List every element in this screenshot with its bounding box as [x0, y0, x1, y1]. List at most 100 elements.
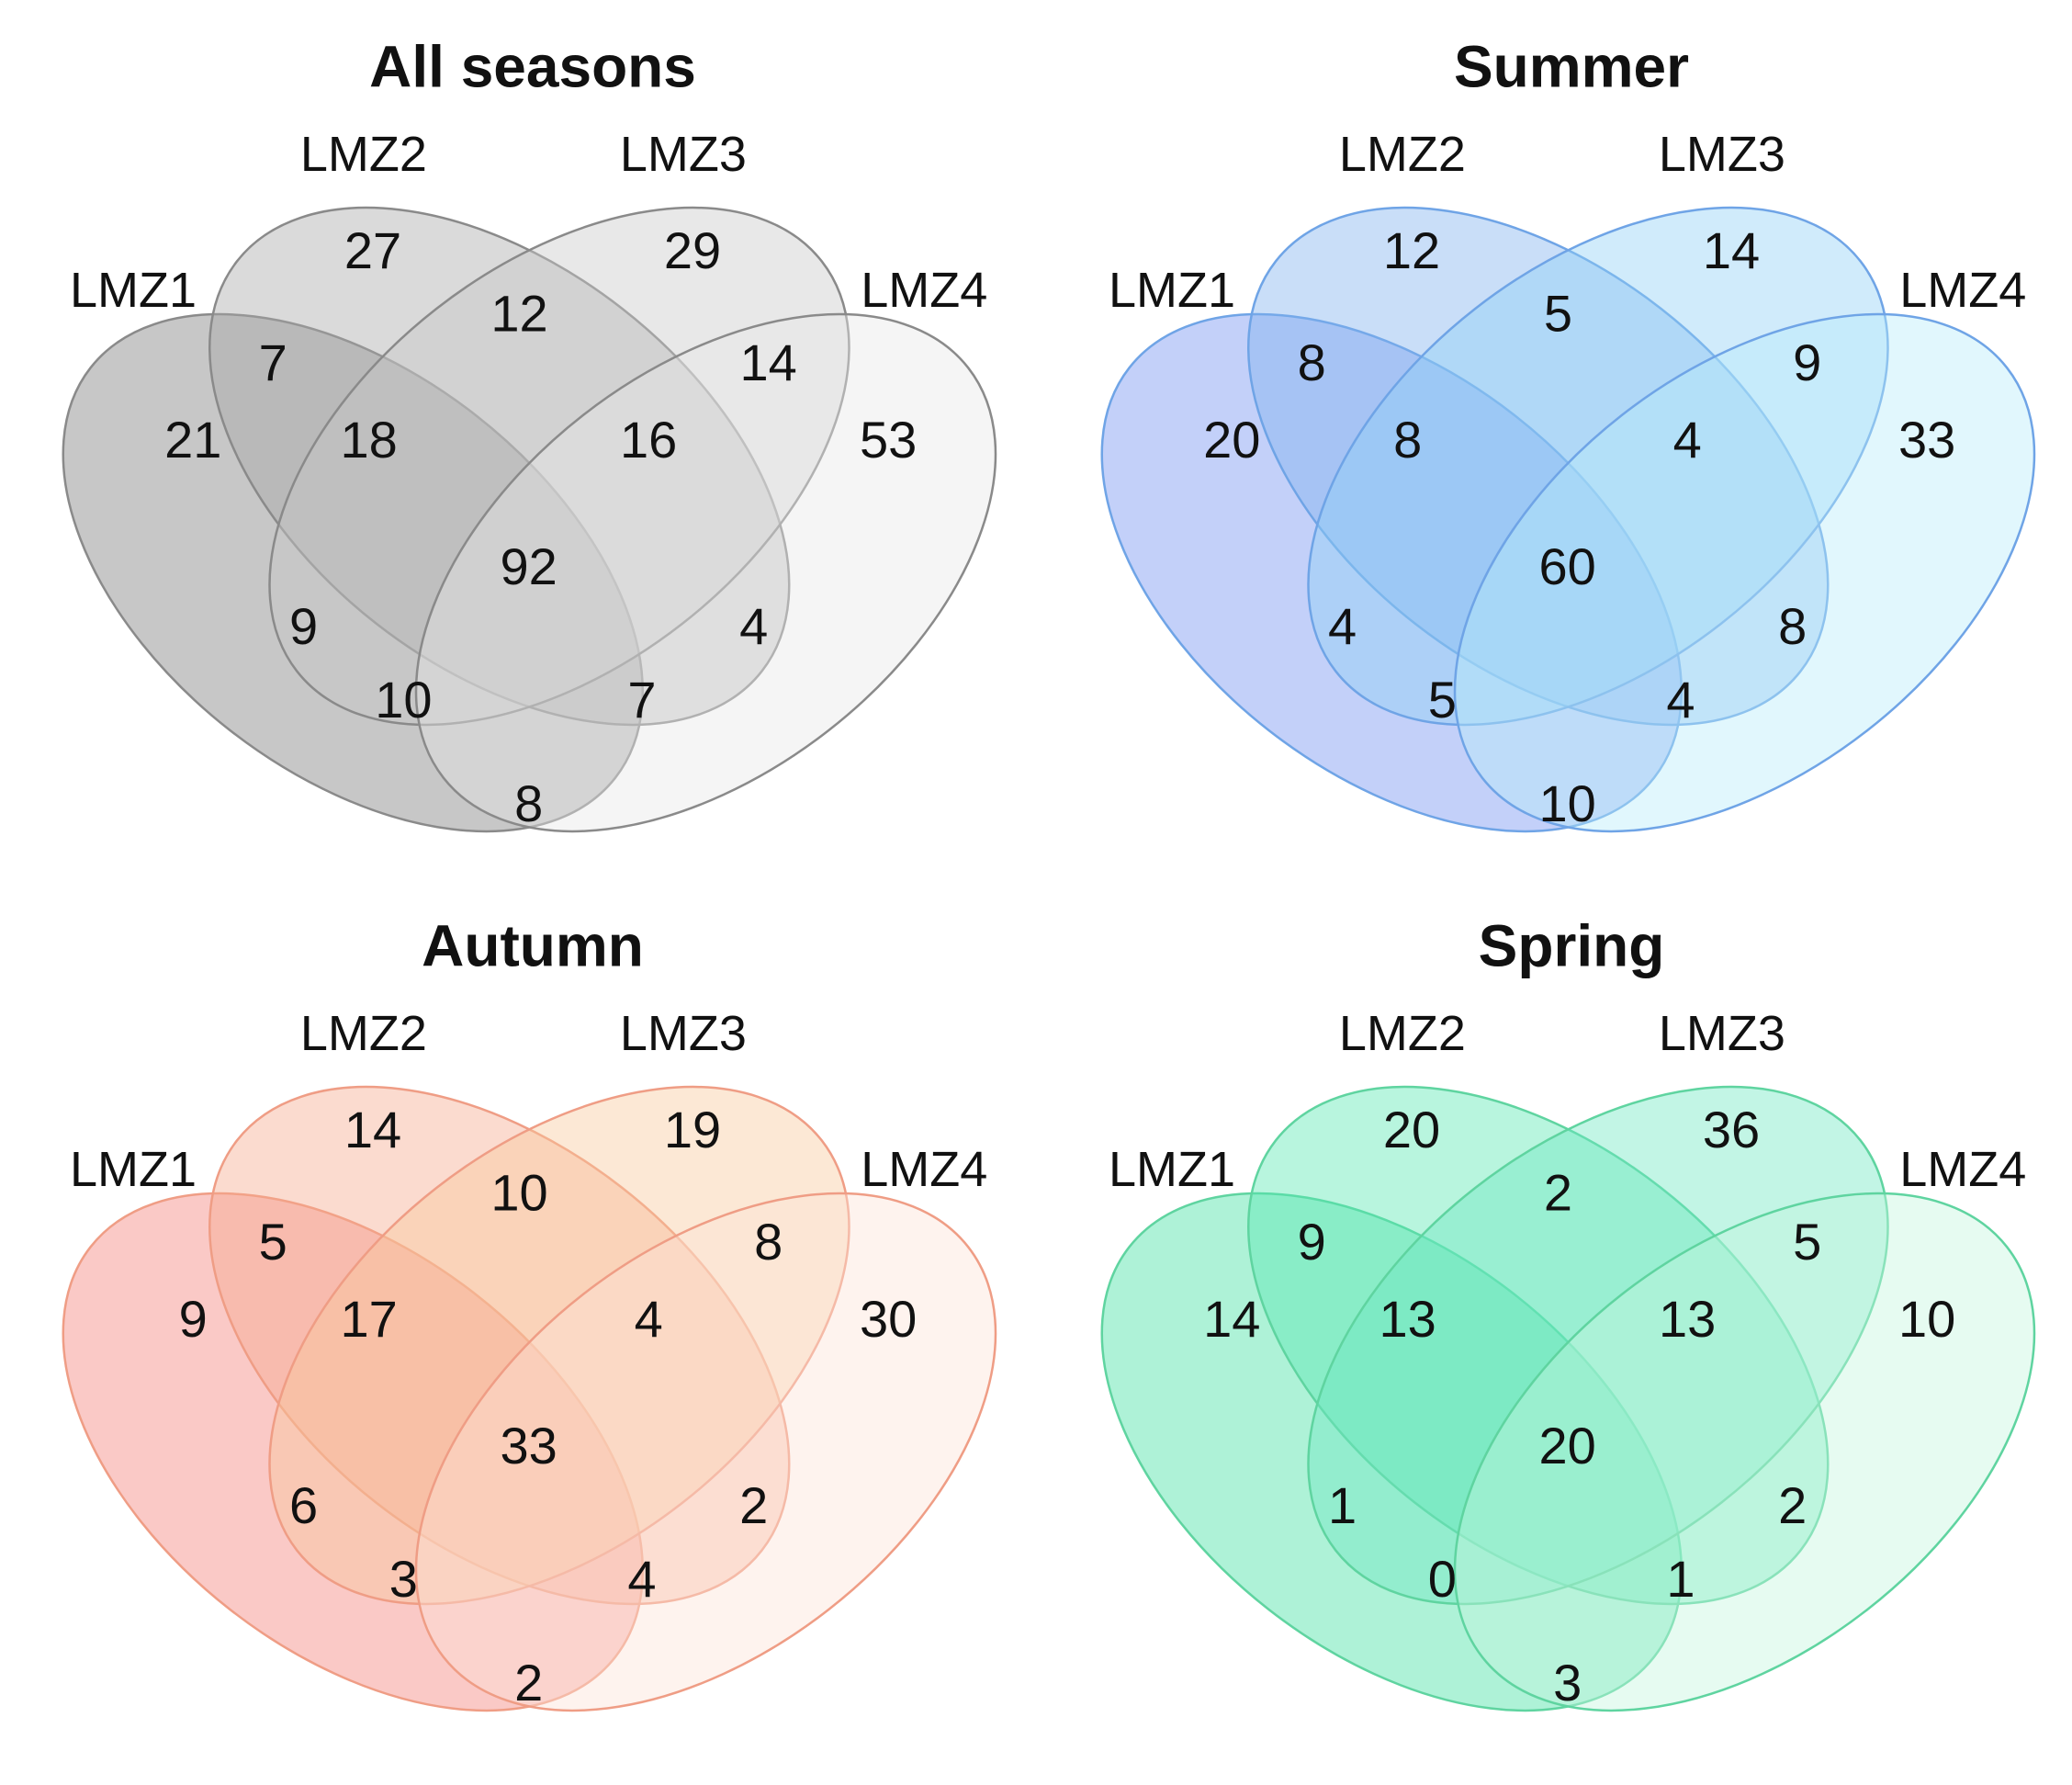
venn-set-lmz3-ellipse — [268, 206, 850, 727]
venn-panel-summer: Summer LMZ1 LMZ2 LMZ3 LMZ4 20 12 14 33 8 5 9 4 8 10 8 4 5… — [1100, 34, 2036, 833]
region-count-lmz1-only: 14 — [1203, 1290, 1260, 1348]
venn-set-lmz2-ellipse — [1247, 1085, 1830, 1606]
region-count-lmz2-only: 14 — [344, 1101, 401, 1158]
venn-set-lmz1-ellipse — [1100, 1192, 1683, 1712]
region-count-lmz1-lmz2-lmz3: 17 — [341, 1290, 398, 1348]
venn-panel-autumn: Autumn LMZ1 LMZ2 LMZ3 LMZ4 9 14 19 30 5 10 8 6 2 2 17 4 3… — [62, 913, 997, 1712]
set-label-lmz3: LMZ3 — [1659, 1006, 1785, 1061]
panel-title: Autumn — [422, 913, 644, 979]
set-label-lmz1: LMZ1 — [1109, 1142, 1235, 1197]
region-count-lmz2-lmz3-lmz4: 4 — [1673, 411, 1702, 469]
region-count-lmz1-only: 9 — [179, 1290, 208, 1348]
venn-set-lmz4-ellipse — [1453, 1192, 2036, 1712]
region-count-lmz2-lmz3: 2 — [1544, 1163, 1572, 1221]
region-count-lmz3-lmz4: 8 — [754, 1213, 783, 1271]
region-count-all: 60 — [1539, 537, 1596, 595]
panel-title: Spring — [1479, 913, 1665, 979]
region-count-lmz1-lmz2-lmz3: 13 — [1379, 1290, 1436, 1348]
set-label-lmz3: LMZ3 — [1659, 127, 1785, 182]
venn-set-lmz3-ellipse — [1307, 206, 1889, 727]
set-label-lmz1: LMZ1 — [1109, 263, 1235, 318]
region-count-all: 33 — [501, 1417, 557, 1474]
region-count-lmz4-only: 30 — [860, 1290, 917, 1348]
set-label-lmz2: LMZ2 — [1339, 127, 1466, 182]
region-count-lmz1-lmz2-lmz4: 4 — [1666, 671, 1695, 729]
venn-set-lmz4-ellipse — [414, 1192, 997, 1712]
region-count-lmz3-only: 19 — [664, 1101, 721, 1158]
set-label-lmz2: LMZ2 — [1339, 1006, 1466, 1061]
region-count-lmz2-only: 27 — [344, 221, 401, 279]
region-count-lmz1-lmz4: 3 — [1553, 1654, 1582, 1712]
region-count-lmz1-lmz2: 7 — [259, 333, 287, 391]
region-count-lmz1-lmz2-lmz4: 4 — [627, 1550, 656, 1608]
region-count-lmz1-lmz4: 10 — [1539, 774, 1596, 832]
region-count-lmz1-lmz3-lmz4: 3 — [389, 1550, 418, 1608]
region-count-lmz2-lmz4: 2 — [739, 1476, 768, 1534]
region-count-lmz2-lmz3: 10 — [490, 1163, 547, 1221]
region-count-lmz1-lmz2-lmz4: 1 — [1666, 1550, 1695, 1608]
region-count-lmz1-lmz3: 9 — [289, 597, 318, 655]
region-count-lmz2-lmz3-lmz4: 4 — [635, 1290, 663, 1348]
venn-set-lmz2-ellipse — [1247, 206, 1830, 727]
set-label-lmz2: LMZ2 — [300, 127, 427, 182]
region-count-all: 92 — [501, 537, 557, 595]
region-count-lmz1-lmz3: 1 — [1328, 1476, 1357, 1534]
region-count-lmz2-lmz4: 4 — [739, 597, 768, 655]
set-label-lmz2: LMZ2 — [300, 1006, 427, 1061]
venn-set-lmz3-ellipse — [268, 1085, 850, 1606]
region-count-lmz2-only: 20 — [1383, 1101, 1440, 1158]
region-count-lmz1-lmz3: 6 — [289, 1476, 318, 1534]
set-label-lmz3: LMZ3 — [620, 127, 747, 182]
venn-set-lmz2-ellipse — [208, 206, 791, 727]
region-count-lmz4-only: 10 — [1898, 1290, 1955, 1348]
panel-title: Summer — [1454, 34, 1689, 100]
region-count-lmz1-lmz4: 8 — [514, 774, 543, 832]
region-count-lmz1-lmz2: 5 — [259, 1213, 287, 1271]
set-label-lmz3: LMZ3 — [620, 1006, 747, 1061]
region-count-lmz1-lmz3-lmz4: 0 — [1428, 1550, 1457, 1608]
set-label-lmz1: LMZ1 — [70, 263, 197, 318]
region-count-lmz2-lmz3-lmz4: 13 — [1659, 1290, 1716, 1348]
region-count-lmz4-only: 33 — [1898, 411, 1955, 469]
region-count-lmz2-lmz4: 8 — [1778, 597, 1807, 655]
region-count-lmz1-only: 21 — [164, 411, 221, 469]
venn-set-lmz1-ellipse — [62, 312, 644, 833]
set-label-lmz4: LMZ4 — [861, 1142, 987, 1197]
region-count-lmz1-lmz2: 9 — [1298, 1213, 1326, 1271]
panel-title: All seasons — [369, 34, 696, 100]
region-count-lmz2-lmz3: 5 — [1544, 284, 1572, 342]
region-count-lmz1-lmz2: 8 — [1298, 333, 1326, 391]
region-count-lmz2-only: 12 — [1383, 221, 1440, 279]
region-count-lmz1-lmz3-lmz4: 10 — [375, 671, 432, 729]
region-count-lmz3-only: 29 — [664, 221, 721, 279]
region-count-lmz1-lmz3-lmz4: 5 — [1428, 671, 1457, 729]
region-count-lmz2-lmz4: 2 — [1778, 1476, 1807, 1534]
region-count-lmz2-lmz3: 12 — [490, 284, 547, 342]
venn-panel-all-seasons: All seasons LMZ1 LMZ2 LMZ3 LMZ4 21 27 29 53 7 12 14… — [62, 34, 997, 833]
region-count-lmz4-only: 53 — [860, 411, 917, 469]
region-count-lmz3-only: 14 — [1703, 221, 1760, 279]
set-label-lmz1: LMZ1 — [70, 1142, 197, 1197]
region-count-lmz3-lmz4: 9 — [1793, 333, 1821, 391]
venn-set-lmz4-ellipse — [414, 312, 997, 833]
region-count-lmz3-only: 36 — [1703, 1101, 1760, 1158]
region-count-lmz3-lmz4: 5 — [1793, 1213, 1821, 1271]
venn-set-lmz1-ellipse — [62, 1192, 644, 1712]
region-count-lmz2-lmz3-lmz4: 16 — [620, 411, 677, 469]
venn-set-lmz1-ellipse — [1100, 312, 1683, 833]
set-label-lmz4: LMZ4 — [861, 263, 987, 318]
region-count-lmz1-lmz2-lmz3: 8 — [1393, 411, 1422, 469]
set-label-lmz4: LMZ4 — [1899, 1142, 2026, 1197]
set-label-lmz4: LMZ4 — [1899, 263, 2026, 318]
region-count-lmz1-lmz4: 2 — [514, 1654, 543, 1712]
region-count-lmz1-lmz2-lmz4: 7 — [627, 671, 656, 729]
region-count-lmz3-lmz4: 14 — [740, 333, 797, 391]
region-count-all: 20 — [1539, 1417, 1596, 1474]
venn-set-lmz4-ellipse — [1453, 312, 2036, 833]
venn-set-lmz3-ellipse — [1307, 1085, 1889, 1606]
region-count-lmz1-lmz3: 4 — [1328, 597, 1357, 655]
region-count-lmz1-only: 20 — [1203, 411, 1260, 469]
